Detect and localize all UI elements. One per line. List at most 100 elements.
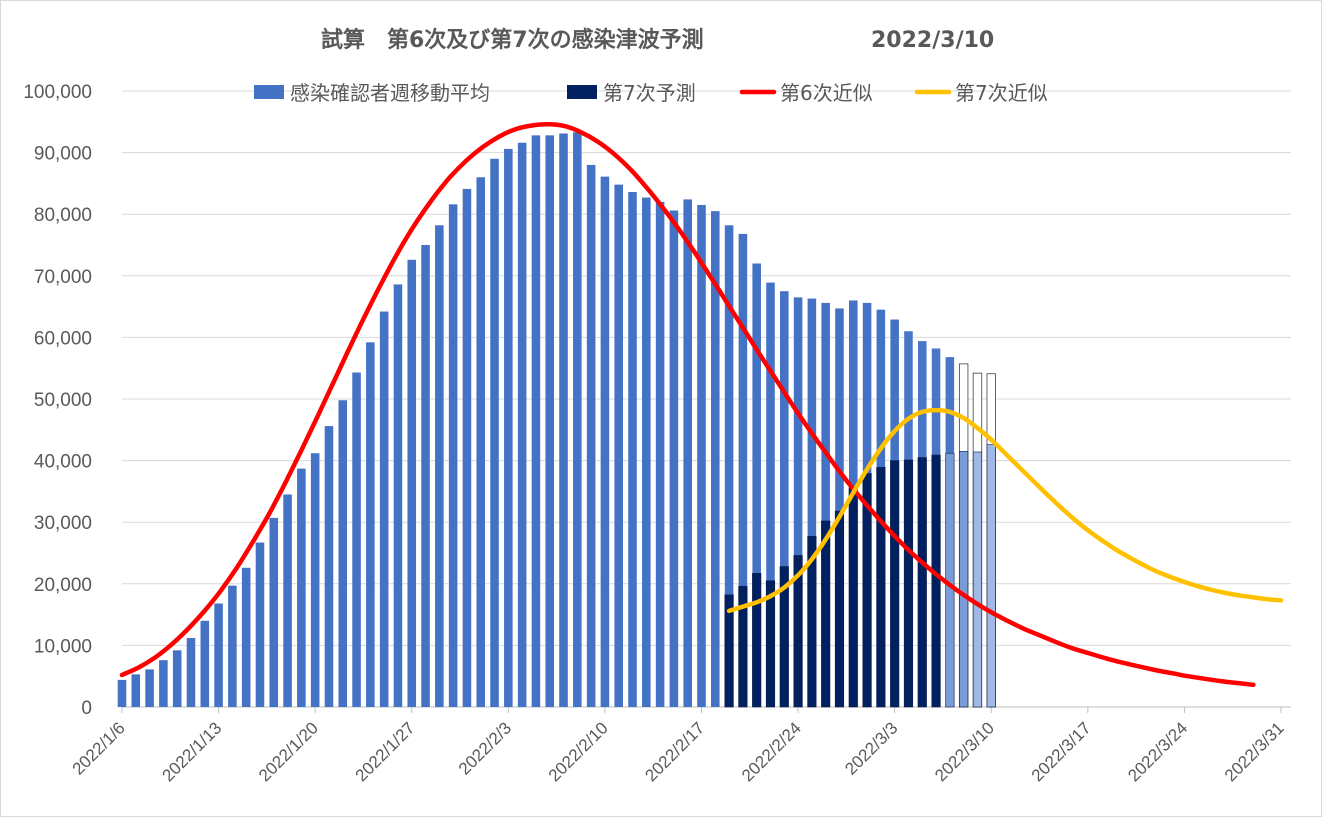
bar-moving-average — [407, 259, 417, 707]
bar-moving-average — [393, 284, 403, 707]
y-tick-label: 60,000 — [34, 328, 92, 349]
bar-moving-average — [517, 142, 527, 707]
bar-moving-average — [504, 148, 513, 708]
y-tick-label: 30,000 — [34, 513, 92, 534]
bar-moving-average — [752, 263, 761, 707]
bar-7th-forecast — [752, 573, 762, 708]
bars-layer — [117, 132, 996, 708]
legend-label: 第7次予測 — [603, 81, 696, 105]
bar-moving-average — [669, 210, 679, 707]
bar-moving-average — [573, 132, 582, 708]
bar-moving-average — [628, 192, 637, 708]
legend-swatch — [254, 85, 284, 99]
bar-moving-average — [297, 468, 306, 707]
bar-moving-average — [228, 585, 237, 707]
x-tick-label: 2022/2/24 — [738, 718, 805, 785]
y-tick-label: 0 — [81, 698, 92, 719]
bar-moving-average — [131, 674, 141, 707]
bar-7th-forecast — [903, 459, 914, 708]
bar-7th-forecast — [931, 454, 941, 708]
x-tick-label: 2022/2/17 — [641, 718, 708, 785]
x-tick-label: 2022/3/24 — [1124, 718, 1191, 785]
bar-7th-forecast — [738, 585, 748, 708]
line-6th-approx — [119, 122, 1256, 688]
bar-moving-average — [435, 225, 444, 707]
legend: 感染確認者週移動平均 第7次予測 第6次近似 第7次近似 — [254, 81, 1048, 105]
bar-moving-average — [241, 567, 251, 707]
bar-moving-average — [586, 164, 596, 708]
y-tick-label: 20,000 — [34, 575, 92, 596]
bar-moving-average — [172, 650, 182, 707]
x-tick-label: 2022/2/3 — [455, 718, 515, 778]
bar-7th-forecast — [821, 520, 831, 708]
bar-7th-forecast — [848, 487, 858, 708]
chart-title: 試算 第6次及び第7次の感染津波予測 — [321, 27, 704, 53]
bar-7th-forecast — [765, 580, 776, 708]
bar-moving-average — [724, 225, 734, 707]
x-axis: 2022/1/6 2022/1/13 2022/1/20 2022/1/27 2022/… — [69, 707, 1288, 785]
bar-moving-average — [448, 204, 458, 707]
bar-7th-forecast — [793, 555, 803, 708]
bar-7th-forecast — [834, 510, 845, 708]
line-7th-approx — [726, 407, 1284, 614]
bar-moving-average — [366, 342, 375, 707]
bar-moving-average — [338, 400, 348, 707]
bar-moving-average — [600, 176, 610, 707]
bar-moving-average — [476, 177, 486, 708]
bar-moving-average — [821, 302, 830, 707]
bar-moving-average — [462, 188, 472, 708]
bar-moving-average — [159, 660, 168, 707]
bar-moving-average — [614, 184, 623, 707]
bar-moving-average — [711, 211, 720, 707]
bar-moving-average — [642, 197, 651, 707]
bar-moving-average — [683, 199, 692, 707]
bar-moving-average — [835, 308, 844, 707]
bar-moving-average — [352, 372, 361, 707]
bar-7th-forecast — [917, 457, 927, 708]
x-tick-label: 2022/1/27 — [352, 718, 419, 785]
y-tick-label: 90,000 — [34, 144, 92, 165]
bar-7th-forecast — [972, 451, 983, 708]
bar-moving-average — [310, 453, 320, 707]
bar-moving-average — [200, 620, 210, 707]
bar-moving-average — [490, 158, 499, 707]
x-tick-label: 2022/3/10 — [931, 718, 998, 785]
bar-moving-average — [807, 298, 817, 707]
bar-moving-average — [117, 679, 127, 707]
bar-7th-forecast — [779, 566, 789, 708]
y-tick-label: 10,000 — [34, 636, 92, 657]
y-tick-label: 70,000 — [34, 267, 92, 288]
bar-moving-average — [255, 542, 265, 707]
bar-moving-average — [269, 517, 279, 707]
bar-moving-average — [186, 638, 196, 707]
x-tick-label: 2022/1/13 — [158, 718, 225, 785]
lines-layer — [119, 122, 1284, 688]
y-tick-label: 40,000 — [34, 452, 92, 473]
bar-7th-forecast — [890, 460, 900, 708]
bar-moving-average — [780, 291, 789, 707]
bar-moving-average — [145, 669, 154, 707]
chart-date-label: 2022/3/10 — [871, 28, 994, 53]
bar-7th-forecast — [724, 594, 734, 708]
bar-7th-forecast — [959, 451, 969, 708]
bar-moving-average — [697, 204, 706, 707]
legend-swatch — [567, 85, 597, 99]
bar-moving-average — [545, 135, 555, 708]
x-tick-label: 2022/3/31 — [1221, 718, 1288, 785]
bar-moving-average — [738, 233, 748, 708]
legend-label: 感染確認者週移動平均 — [290, 81, 490, 105]
bar-7th-forecast — [807, 536, 817, 708]
legend-label: 第6次近似 — [780, 81, 873, 105]
x-tick-label: 2022/3/17 — [1028, 718, 1095, 785]
bar-moving-average — [421, 245, 430, 707]
y-tick-label: 80,000 — [34, 205, 92, 226]
bar-moving-average — [766, 282, 775, 707]
bar-moving-average — [531, 135, 541, 708]
x-tick-label: 2022/3/3 — [841, 718, 901, 778]
y-tick-label: 100,000 — [23, 82, 92, 103]
legend-label: 第7次近似 — [955, 81, 1048, 105]
bar-moving-average — [379, 311, 389, 707]
y-axis: 0 10,000 20,000 30,000 40,000 50,000 60,000 70,… — [23, 82, 92, 719]
